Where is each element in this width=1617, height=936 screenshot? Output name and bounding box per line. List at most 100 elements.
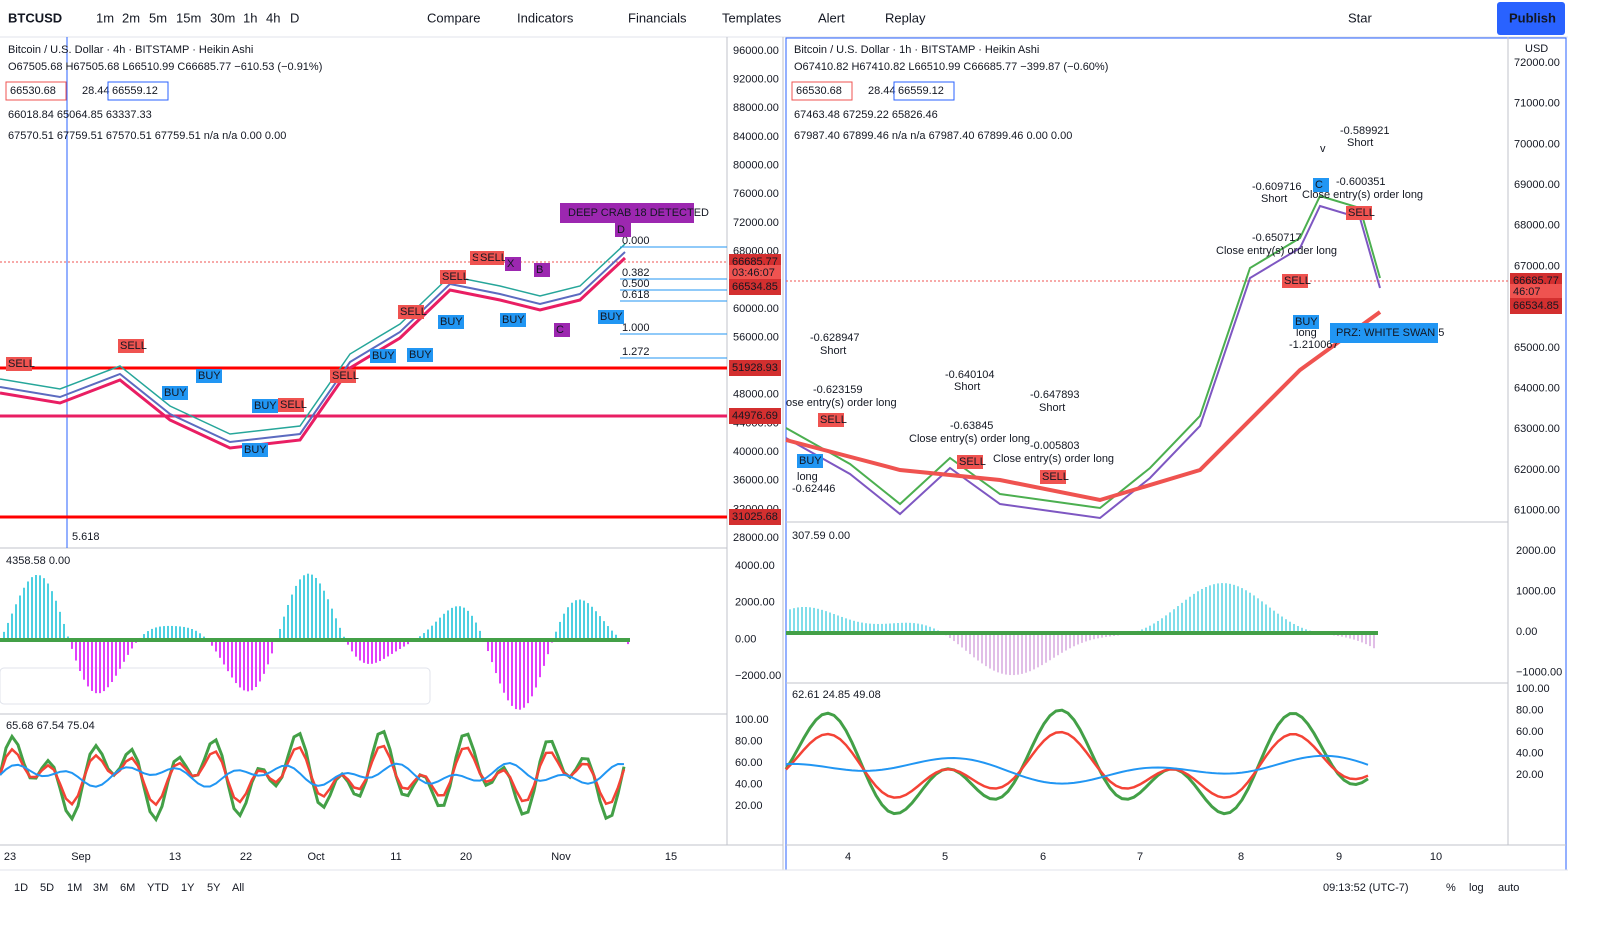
log-toggle[interactable]: log [1469, 882, 1484, 894]
range-button[interactable]: 5D [40, 882, 54, 894]
interval[interactable]: 2m [122, 10, 140, 25]
time-axis-label: 13 [169, 851, 181, 863]
range-button[interactable]: 6M [120, 882, 135, 894]
range-button[interactable]: All [232, 882, 244, 894]
drawing-toolbar[interactable] [0, 667, 431, 705]
osc-axis-label: 2000.00 [1516, 545, 1556, 557]
signal-label: C [1315, 179, 1323, 191]
rsi-axis-label: 80.00 [735, 735, 763, 747]
publish[interactable]: Publish [1509, 10, 1556, 25]
signal-bg [196, 369, 222, 383]
value-box-text: 28.44 [82, 85, 110, 97]
price-axis-label: 67000.00 [1514, 260, 1560, 272]
ohlc: O67410.82 H67410.82 L66510.99 C66685.77 … [794, 61, 1108, 73]
pattern-bg [560, 203, 694, 223]
interval[interactable]: 30m [210, 10, 235, 25]
interval[interactable]: 1m [96, 10, 114, 25]
range-button[interactable]: YTD [147, 882, 169, 894]
toolbar-button[interactable]: Financials [628, 10, 687, 25]
price-tag-bg [729, 279, 781, 295]
range-button[interactable]: 5Y [207, 882, 221, 894]
price-tag-bg [1510, 284, 1562, 300]
indicator-legend: 67987.40 67899.46 n/a n/a 67987.40 67899… [794, 130, 1072, 142]
series-line [785, 194, 1381, 510]
value-box [791, 81, 853, 101]
clock: 09:13:52 (UTC-7) [1323, 882, 1409, 894]
annotation: -0.589921 [1340, 125, 1390, 137]
signal-label: BUY [254, 400, 277, 412]
annotation: -0.005803 [1030, 440, 1080, 452]
rsi-axis-label: 20.00 [1516, 769, 1544, 781]
range-button[interactable]: 1Y [181, 882, 195, 894]
layout-name[interactable]: Star [1348, 10, 1373, 25]
signal-bg [6, 357, 32, 371]
signal-label: C [556, 324, 564, 336]
time-axis-label: 8 [1238, 851, 1244, 863]
rsi-axis-label: 60.00 [735, 757, 763, 769]
signal-bg [534, 263, 550, 277]
rsi-axis-label: 100.00 [1516, 683, 1550, 695]
auto-toggle[interactable]: auto [1498, 882, 1519, 894]
annotation: -1.210067 [1289, 339, 1339, 351]
toolbar-button[interactable]: Replay [885, 10, 926, 25]
interval[interactable]: 4h [266, 10, 280, 25]
signal-label: X [507, 258, 515, 270]
percent-toggle[interactable]: % [1446, 882, 1456, 894]
annotation: Close entry(s) order long [909, 433, 1030, 445]
annotation: ose entry(s) order long [786, 397, 897, 409]
value-box [893, 81, 955, 101]
interval[interactable]: 1h [243, 10, 257, 25]
signal-bg [615, 223, 631, 237]
signal-label: BUY [600, 311, 623, 323]
toolbar-button[interactable]: Indicators [517, 10, 574, 25]
annotation: Close entry(s) order long [1302, 189, 1423, 201]
price-tag: 51928.93 [732, 362, 778, 374]
value-box-text: 66559.12 [898, 85, 944, 97]
range-button[interactable]: 1D [14, 882, 28, 894]
rsi-axis-label: 40.00 [735, 778, 763, 790]
price-tag: 03:46:07 [732, 267, 775, 279]
signal-bg [118, 339, 144, 353]
toolbar-button[interactable]: Alert [818, 10, 845, 25]
rsi-axis-label: 40.00 [1516, 747, 1544, 759]
price-axis-label: 60000.00 [733, 303, 779, 315]
signal-label: BUY [244, 444, 267, 456]
interval[interactable]: 5m [149, 10, 167, 25]
interval[interactable]: D [290, 10, 299, 25]
fib-label: 0.618 [622, 289, 650, 301]
signal-label: SELL [280, 399, 307, 411]
price-axis-label: 64000.00 [1514, 383, 1560, 395]
fib-label: 0.000 [622, 235, 650, 247]
value-box [5, 81, 67, 101]
signal-bg [1346, 206, 1372, 220]
time-axis-label: 10 [1430, 851, 1442, 863]
pane-title: Bitcoin / U.S. Dollar · 4h · BITSTAMP · … [8, 44, 253, 56]
interval[interactable]: 15m [176, 10, 201, 25]
fib-label: 1.272 [622, 346, 650, 358]
osc-axis-label: 1000.00 [1516, 585, 1556, 597]
annotation: long [1296, 327, 1317, 339]
fib-label: 0.500 [622, 278, 650, 290]
toolbar-button[interactable]: Compare [427, 10, 480, 25]
range-button[interactable]: 3M [93, 882, 108, 894]
signal-bg [370, 349, 396, 363]
time-axis-label: 5 [942, 851, 948, 863]
annotation: v [1320, 143, 1326, 155]
price-tag: 46:07 [1513, 286, 1541, 298]
time-axis-label: 4 [845, 851, 851, 863]
time-axis-label: 11 [390, 851, 401, 863]
indicator-legend: 67570.51 67759.51 67570.51 67759.51 n/a … [8, 130, 286, 142]
osc-axis-label: −1000.00 [1516, 666, 1562, 678]
rsi-legend: 65.68 67.54 75.04 [6, 720, 95, 732]
osc-axis-label: −2000.00 [735, 670, 781, 682]
publish-bg[interactable] [1497, 2, 1565, 35]
range-button[interactable]: 1M [67, 882, 82, 894]
toolbar-button[interactable]: Templates [722, 10, 782, 25]
signal-bg [440, 270, 466, 284]
symbol[interactable]: BTCUSD [8, 10, 62, 25]
series-line [785, 730, 1369, 799]
annotation: -0.628947 [810, 332, 860, 344]
signal-bg [1040, 470, 1066, 484]
signal-bg [252, 399, 278, 413]
